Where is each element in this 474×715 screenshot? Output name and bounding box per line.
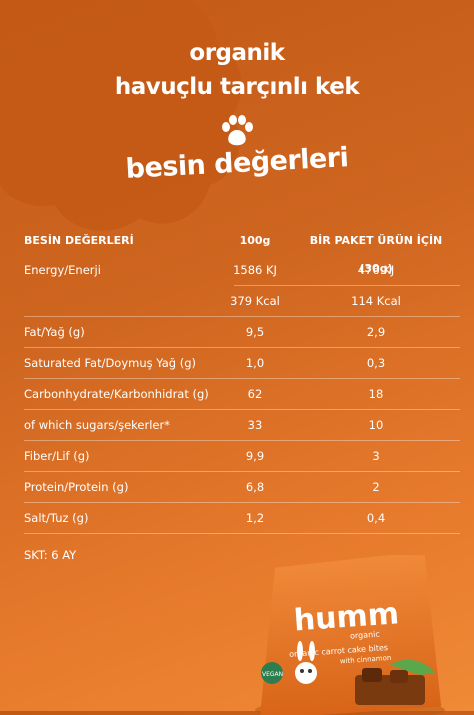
nutrition-table: BESİN DEĞERLERİ 100g BİR PAKET ÜRÜN İÇİN…	[24, 227, 460, 534]
pack-flavor: with cinnamon	[340, 654, 392, 666]
row-100g: 1,2	[245, 511, 265, 525]
row-per-pack: 18	[368, 387, 384, 401]
table-row: Salt/Tuz (g) 1,2 0,4	[24, 503, 460, 534]
shelf-life: SKT: 6 AY	[24, 548, 77, 562]
row-per-pack: 2,9	[366, 325, 386, 339]
row-name: Protein/Protein (g)	[24, 480, 129, 494]
row-name: Fiber/Lif (g)	[24, 449, 90, 463]
vegan-badge	[261, 662, 283, 684]
title-line-1: organik	[189, 40, 285, 66]
product-package-image: humm organic organic carrot cake bites w…	[255, 555, 445, 715]
row-100g: 9,9	[245, 449, 265, 463]
row-per-pack: 476 KJ	[357, 263, 395, 277]
header-nutrition: BESİN DEĞERLERİ	[24, 234, 134, 247]
row-name: of which sugars/şekerler*	[24, 418, 170, 432]
row-100g: 6,8	[245, 480, 265, 494]
row-name: Salt/Tuz (g)	[24, 511, 89, 525]
table-row: Saturated Fat/Doymuş Yağ (g) 1,0 0,3	[24, 348, 460, 379]
table-row: Energy/Enerji 1586 KJ 476 KJ	[24, 255, 460, 286]
divider	[24, 378, 460, 379]
divider	[24, 316, 460, 317]
table-row: Fiber/Lif (g) 9,9 3	[24, 441, 460, 472]
divider	[234, 285, 460, 286]
row-100g: 62	[247, 387, 263, 401]
row-per-pack: 10	[368, 418, 384, 432]
table-header-row: BESİN DEĞERLERİ 100g BİR PAKET ÜRÜN İÇİN…	[24, 227, 460, 275]
row-per-pack: 114 Kcal	[351, 294, 401, 308]
paw-icon	[222, 115, 253, 146]
row-per-pack: 3	[372, 449, 380, 463]
header-100g: 100g	[239, 234, 271, 247]
row-100g: 1,0	[245, 356, 265, 370]
title-line-2: havuçlu tarçınlı kek	[114, 74, 360, 100]
row-per-pack: 0,4	[366, 511, 386, 525]
row-100g: 33	[247, 418, 263, 432]
row-name: Energy/Enerji	[24, 263, 101, 277]
table-row: Fat/Yağ (g) 9,5 2,9	[24, 317, 460, 348]
divider	[24, 471, 460, 472]
header-per-pack: BİR PAKET ÜRÜN İÇİN (30g)	[309, 234, 443, 275]
row-per-pack: 2	[372, 480, 380, 494]
row-per-pack: 0,3	[366, 356, 386, 370]
divider	[24, 440, 460, 441]
table-row: Protein/Protein (g) 6,8 2	[24, 472, 460, 503]
row-100g: 379 Kcal	[230, 294, 280, 308]
pack-brand: humm	[293, 596, 400, 638]
pack-sub: organic	[350, 630, 380, 641]
table-row: of which sugars/şekerler* 33 10	[24, 410, 460, 441]
table-row: 379 Kcal 114 Kcal	[24, 286, 460, 317]
row-name: Saturated Fat/Doymuş Yağ (g)	[24, 356, 197, 370]
divider	[24, 502, 460, 503]
vegan-badge-label: VEGAN	[262, 671, 283, 678]
row-name: Carbonhydrate/Karbonhidrat (g)	[24, 387, 209, 401]
row-100g: 9,5	[245, 325, 265, 339]
table-row: Carbonhydrate/Karbonhidrat (g) 62 18	[24, 379, 460, 410]
row-name: Fat/Yağ (g)	[24, 325, 85, 339]
divider	[24, 533, 460, 534]
row-100g: 1586 KJ	[233, 263, 277, 277]
divider	[24, 347, 460, 348]
divider	[24, 409, 460, 410]
